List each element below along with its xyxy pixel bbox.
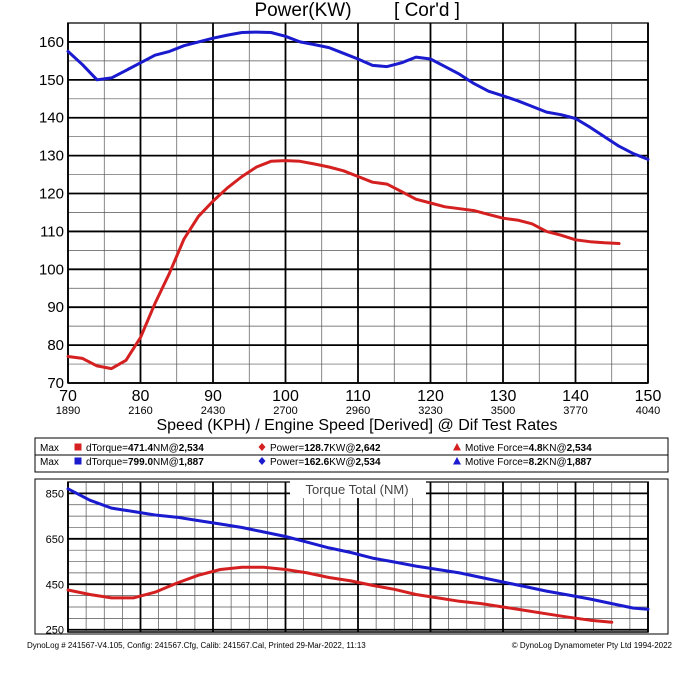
x-tick-label-kph: 80 [132,388,150,405]
chart-title: Power(KW) [254,0,351,21]
triangle-marker-icon [453,443,461,451]
max-force-text: Motive Force=8.2KN@1,887 [465,457,592,468]
max-torque-unit: NM [153,443,169,454]
max-torque-value: 799.0 [128,457,153,468]
major-grid [67,23,649,384]
max-power-rpm: 2,534 [355,457,380,468]
max-power-unit: KW [329,443,346,454]
max-force-name: Motive Force= [465,457,529,468]
series-line-0 [66,159,621,371]
footer-right: © DynoLog Dynamometer Pty Ltd 1994-2022 [512,641,673,650]
x-tick-label-rpm: 2430 [201,405,225,417]
square-marker-icon [74,443,82,451]
max-force-unit: KN [543,443,557,454]
y-tick-label: 650 [46,534,64,546]
max-torque-name: dTorque= [86,457,128,468]
x-tick-label-rpm: 4040 [636,405,660,417]
x-axis-label: Speed (KPH) / Engine Speed [Derived] @ D… [156,417,557,434]
y-tick-label: 850 [46,488,64,500]
y-tick-label: 120 [39,186,64,203]
y-tick-label: 140 [39,110,64,127]
series-line-1 [66,487,650,611]
y-tick-label: 90 [47,299,64,316]
series-line-0 [66,565,614,624]
x-tick-label-rpm: 2160 [128,405,152,417]
x-tick-label-kph: 90 [204,388,222,405]
y-tick-label: 100 [39,261,64,278]
max-power-text: Power=162.6KW@2,534 [270,457,381,468]
x-tick-label-kph: 150 [635,388,662,405]
max-torque-name: dTorque= [86,443,128,454]
series-lines [66,487,650,624]
diamond-marker-icon [258,457,266,465]
max-summary-table: Max dTorque=471.4NM@2,534 Power=128.7KW@2,… [34,437,669,473]
y-tick-label: 110 [40,223,64,240]
x-tick-label-kph: 120 [417,388,444,405]
max-force-text: Motive Force=4.8KN@2,534 [465,443,592,454]
max-force-rpm: 2,534 [567,443,592,454]
x-tick-label-kph: 140 [562,388,589,405]
y-tick-label: 160 [39,34,64,51]
max-power-at: @ [345,457,355,468]
max-power-at: @ [345,443,355,454]
power-chart: Power(KW) [ Cor'd ] 70 80 90 100 110 120 130 14… [39,0,661,434]
max-force-at: @ [556,443,566,454]
max-power-value: 128.7 [304,443,329,454]
x-tick-label-rpm: 3500 [491,405,515,417]
x-tick-label-kph: 100 [272,388,299,405]
x-tick-label-rpm: 3770 [563,405,587,417]
max-torque-at: @ [169,457,179,468]
x-tick-label-kph: 70 [59,388,77,405]
y-tick-labels: 70 80 90 100 110 120 130 140 150 160 [39,34,64,392]
chart-title-extra: [ Cor'd ] [394,0,460,21]
max-torque-value: 471.4 [128,443,153,454]
y-tick-label: 250 [46,625,64,637]
y-tick-label: 130 [39,148,64,165]
diamond-marker-icon [258,443,266,451]
max-power-name: Power= [270,443,304,454]
torque-chart: 250 450 650 850 Torque Total (NM) [34,478,669,637]
max-torque-unit: NM [153,457,169,468]
y-tick-label: 70 [47,375,64,392]
max-torque-rpm: 1,887 [179,457,204,468]
max-torque-text: dTorque=799.0NM@1,887 [86,457,204,468]
max-power-value: 162.6 [304,457,329,468]
y-tick-label: 450 [46,579,64,591]
max-force-value: 4.8 [529,443,543,454]
y-tick-label: 150 [39,72,64,89]
bottom-title-bg [290,481,426,498]
y-tick-label: 80 [47,337,64,354]
max-label: Max [40,457,59,468]
max-label: Max [40,443,59,454]
x-tick-label-rpm: 3230 [418,405,442,417]
max-force-unit: KN [543,457,557,468]
x-tick-label-kph: 130 [490,388,517,405]
max-force-name: Motive Force= [465,443,529,454]
footer-left: DynoLog # 241567-V4.105, Config: 241567.… [27,641,366,650]
max-power-rpm: 2,642 [355,443,380,454]
x-tick-label-rpm: 1890 [56,405,80,417]
max-power-text: Power=128.7KW@2,642 [270,443,381,454]
triangle-marker-icon [453,457,461,465]
max-torque-rpm: 2,534 [179,443,204,454]
max-torque-at: @ [169,443,179,454]
x-tick-label-kph: 110 [345,388,371,405]
x-tick-label-rpm: 2960 [346,405,370,417]
y-tick-labels: 250 450 650 850 [46,488,64,636]
x-tick-label-rpm: 2700 [273,405,297,417]
max-power-name: Power= [270,457,304,468]
bottom-chart-title: Torque Total (NM) [305,482,408,497]
max-force-value: 8.2 [529,457,543,468]
square-marker-icon [74,457,82,465]
max-power-unit: KW [329,457,346,468]
max-torque-text: dTorque=471.4NM@2,534 [86,443,204,454]
series-lines [66,30,650,371]
max-force-at: @ [556,457,566,468]
max-force-rpm: 1,887 [567,457,592,468]
series-line-1 [66,30,650,161]
